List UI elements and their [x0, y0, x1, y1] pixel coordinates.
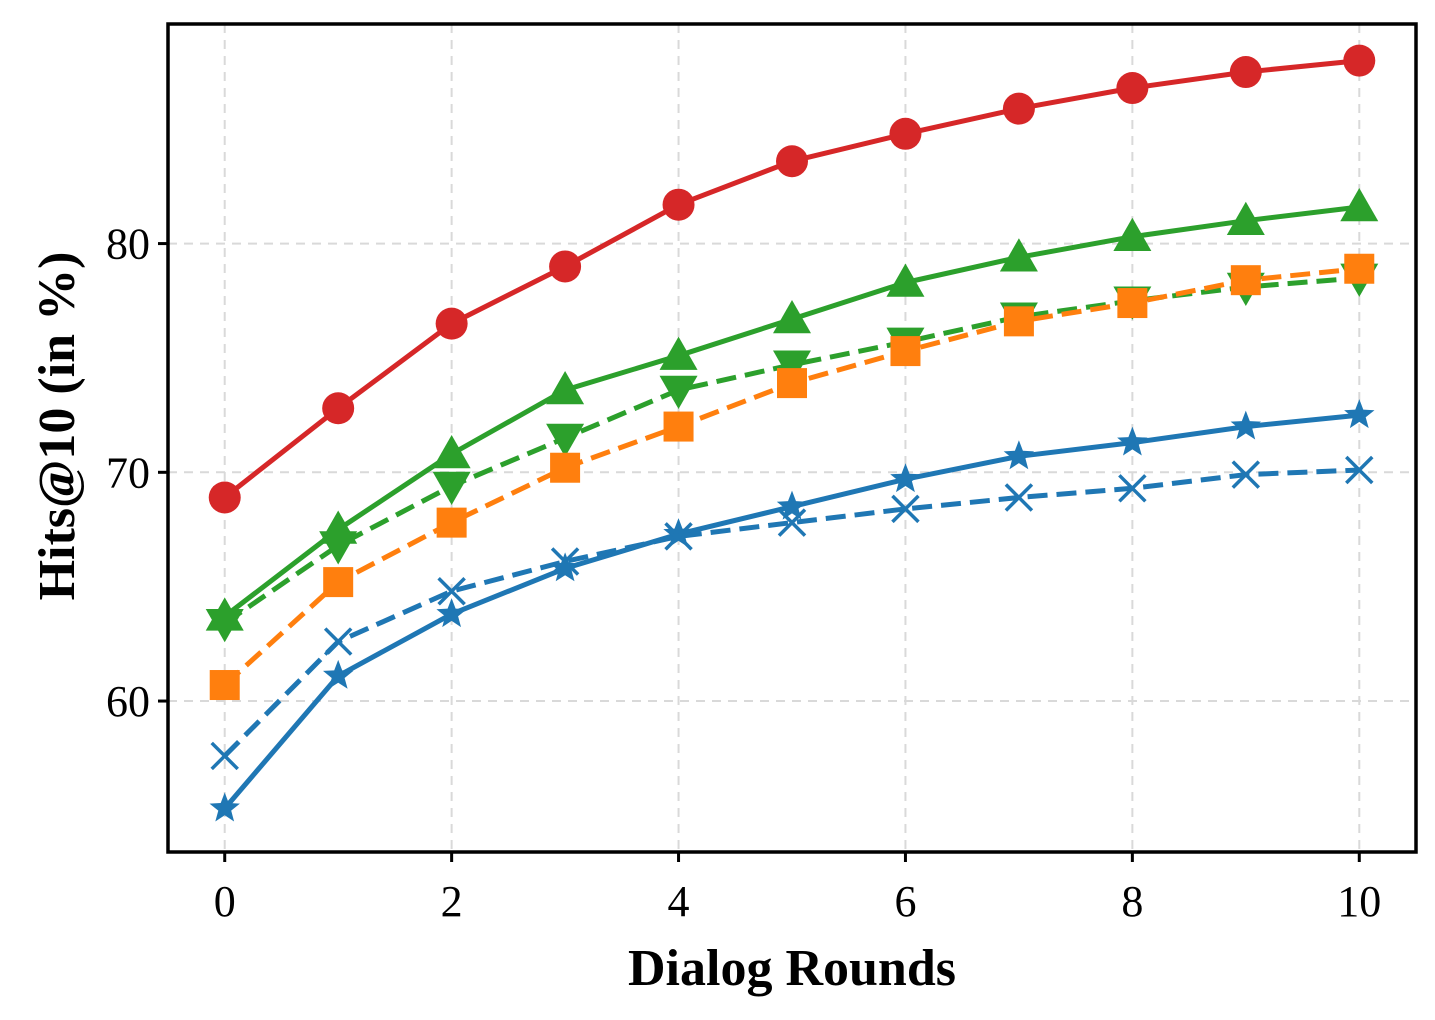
star-marker — [776, 490, 808, 520]
star-marker — [209, 792, 240, 822]
y-tick-label: 60 — [106, 677, 150, 726]
circle-marker — [208, 481, 241, 514]
triangle-up-marker — [546, 370, 585, 405]
x-tick-label: 4 — [668, 877, 690, 926]
x-tick-label: 6 — [894, 877, 916, 926]
grid — [168, 24, 1416, 852]
triangle-down-marker — [432, 471, 471, 506]
triangle-up-marker — [1226, 201, 1265, 235]
axis-ticks: 0 2 4 6 8 10 60 70 80 — [106, 220, 1381, 926]
y-tick-label: 80 — [106, 220, 150, 269]
star-marker — [1003, 440, 1035, 470]
circle-marker — [662, 188, 695, 221]
x-marker — [210, 741, 239, 771]
triangle-up-marker — [886, 263, 925, 297]
x-marker — [664, 522, 693, 551]
circle-marker — [322, 392, 355, 425]
x-marker — [437, 577, 466, 606]
series-0 — [208, 44, 1376, 514]
circle-marker — [1343, 44, 1376, 77]
star-marker — [1117, 426, 1148, 456]
series-5 — [210, 455, 1374, 771]
triangle-down-marker — [659, 375, 698, 409]
x-tick-label: 2 — [441, 877, 463, 926]
series-line — [223, 58, 1360, 500]
triangle-up-marker — [1113, 217, 1152, 251]
x-marker — [550, 547, 580, 576]
star-marker — [890, 463, 921, 493]
triangle-up-marker — [999, 238, 1038, 272]
series-line — [222, 467, 1360, 758]
square-marker — [890, 336, 921, 367]
square-marker — [1117, 288, 1148, 319]
series-3 — [209, 253, 1375, 701]
square-marker — [663, 411, 694, 442]
star-marker — [549, 552, 581, 582]
square-marker — [1344, 253, 1375, 284]
series-line — [222, 412, 1360, 811]
plot-frame — [166, 22, 1418, 854]
circle-marker — [435, 307, 468, 340]
triangle-up-marker — [1340, 187, 1379, 222]
x-marker — [1118, 474, 1147, 503]
series-1 — [205, 187, 1379, 631]
x-marker — [323, 627, 353, 656]
circle-marker — [1229, 56, 1262, 89]
x-marker — [1231, 460, 1261, 489]
star-marker — [1230, 410, 1261, 440]
x-marker — [1345, 455, 1374, 485]
star-marker — [663, 518, 694, 547]
circle-marker — [776, 145, 808, 178]
circle-marker — [549, 250, 582, 283]
plot-series — [205, 44, 1379, 822]
x-axis-title: Dialog Rounds — [628, 940, 956, 997]
x-marker — [891, 494, 920, 524]
x-tick-label: 0 — [214, 877, 236, 926]
triangle-down-marker — [205, 609, 244, 643]
star-marker — [323, 659, 354, 689]
circle-marker — [889, 117, 922, 150]
star-marker — [436, 598, 467, 628]
triangle-down-marker — [319, 531, 358, 565]
y-tick-label: 70 — [106, 448, 150, 497]
series-4 — [209, 399, 1375, 822]
square-marker — [323, 567, 354, 598]
square-marker — [777, 368, 807, 399]
x-marker — [777, 508, 807, 537]
circle-marker — [1116, 72, 1149, 105]
square-marker — [1230, 265, 1261, 296]
triangle-up-marker — [432, 435, 471, 469]
square-marker — [550, 452, 581, 483]
square-marker — [209, 670, 240, 701]
x-marker — [1004, 483, 1034, 512]
square-marker — [436, 507, 467, 538]
x-tick-label: 10 — [1337, 877, 1381, 926]
star-marker — [1344, 399, 1375, 429]
circle-marker — [1002, 92, 1035, 125]
y-axis-title: Hits@10 (in %) — [29, 252, 86, 601]
triangle-up-marker — [773, 300, 811, 334]
triangle-down-marker — [546, 423, 585, 457]
triangle-up-marker — [659, 336, 698, 370]
x-tick-label: 8 — [1121, 877, 1143, 926]
triangle-down-marker — [773, 350, 811, 384]
square-marker — [1003, 306, 1034, 337]
